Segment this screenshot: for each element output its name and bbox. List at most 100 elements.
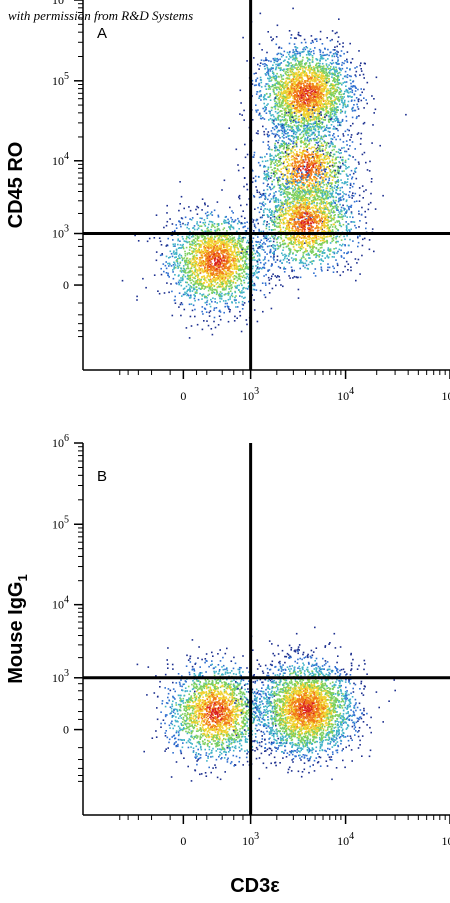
data-point bbox=[194, 234, 197, 237]
data-point bbox=[304, 116, 306, 118]
data-point bbox=[238, 196, 240, 198]
data-point bbox=[299, 98, 301, 100]
data-point bbox=[208, 258, 211, 260]
data-point bbox=[333, 87, 336, 89]
data-point bbox=[208, 223, 210, 226]
data-point bbox=[204, 236, 206, 238]
data-point bbox=[169, 263, 171, 266]
data-point bbox=[208, 259, 210, 262]
data-point bbox=[322, 153, 325, 155]
data-point bbox=[331, 63, 333, 65]
data-point bbox=[194, 269, 196, 271]
data-point bbox=[218, 253, 221, 255]
data-point bbox=[229, 267, 231, 270]
data-point bbox=[302, 103, 305, 105]
data-point bbox=[356, 66, 358, 68]
data-point bbox=[166, 212, 168, 214]
data-point bbox=[365, 161, 367, 164]
data-point bbox=[222, 268, 225, 270]
data-point bbox=[303, 129, 305, 131]
data-point bbox=[187, 263, 189, 266]
data-point bbox=[211, 223, 214, 226]
data-point bbox=[307, 98, 309, 100]
data-point bbox=[287, 82, 289, 85]
data-point bbox=[218, 263, 220, 266]
data-point bbox=[211, 274, 214, 277]
data-point bbox=[290, 106, 292, 108]
data-point bbox=[357, 132, 360, 134]
data-point bbox=[230, 263, 233, 265]
data-point bbox=[302, 72, 304, 74]
data-point bbox=[184, 216, 187, 219]
data-point bbox=[354, 86, 357, 89]
data-point bbox=[290, 140, 293, 142]
data-point bbox=[330, 51, 332, 54]
data-point bbox=[203, 261, 206, 264]
data-point bbox=[343, 93, 345, 95]
data-point bbox=[273, 98, 276, 101]
data-point bbox=[221, 283, 223, 286]
data-point bbox=[337, 129, 339, 132]
data-point bbox=[192, 263, 194, 266]
data-point bbox=[282, 74, 285, 77]
data-point bbox=[205, 285, 208, 288]
data-point bbox=[346, 60, 348, 63]
data-point bbox=[219, 294, 222, 296]
data-point bbox=[188, 287, 191, 289]
data-point bbox=[191, 274, 193, 276]
data-point bbox=[230, 216, 232, 219]
data-point bbox=[283, 116, 285, 118]
data-point bbox=[210, 258, 213, 261]
data-point bbox=[259, 90, 261, 93]
data-point bbox=[222, 300, 225, 302]
data-point bbox=[191, 270, 193, 272]
data-point bbox=[295, 167, 298, 170]
data-point bbox=[234, 257, 236, 260]
data-point bbox=[356, 103, 358, 106]
data-point bbox=[375, 76, 378, 79]
data-point bbox=[188, 206, 190, 208]
data-point bbox=[209, 254, 212, 256]
data-point bbox=[338, 99, 341, 101]
data-point bbox=[289, 177, 292, 179]
data-point bbox=[210, 211, 213, 213]
data-point bbox=[257, 246, 260, 248]
data-point bbox=[265, 128, 267, 130]
data-point bbox=[336, 83, 338, 85]
data-point bbox=[296, 47, 299, 49]
data-point bbox=[314, 120, 316, 123]
data-point bbox=[174, 229, 176, 232]
data-point bbox=[330, 109, 332, 112]
data-point bbox=[280, 68, 282, 71]
data-point bbox=[225, 273, 227, 275]
data-point bbox=[303, 87, 305, 89]
data-point bbox=[330, 98, 332, 100]
data-point bbox=[313, 72, 316, 75]
data-point bbox=[319, 59, 321, 62]
data-point bbox=[224, 236, 226, 238]
data-point bbox=[312, 72, 315, 74]
data-point bbox=[317, 110, 319, 113]
data-point bbox=[238, 284, 240, 287]
data-point bbox=[266, 59, 268, 61]
data-point bbox=[237, 265, 240, 268]
data-point bbox=[359, 64, 361, 67]
data-point bbox=[223, 276, 226, 278]
data-point bbox=[313, 112, 316, 114]
data-point bbox=[227, 240, 230, 243]
data-point bbox=[241, 300, 244, 303]
data-point bbox=[199, 240, 202, 242]
data-point bbox=[295, 100, 297, 102]
data-point bbox=[298, 77, 301, 79]
data-point bbox=[214, 235, 216, 238]
data-point bbox=[179, 181, 181, 183]
data-point bbox=[240, 238, 243, 240]
data-point bbox=[318, 109, 320, 111]
data-point bbox=[277, 86, 280, 89]
data-point bbox=[329, 70, 331, 72]
data-point bbox=[303, 93, 306, 95]
data-point bbox=[310, 128, 313, 130]
data-point bbox=[355, 75, 357, 78]
data-point bbox=[270, 114, 273, 117]
data-point bbox=[221, 292, 223, 295]
